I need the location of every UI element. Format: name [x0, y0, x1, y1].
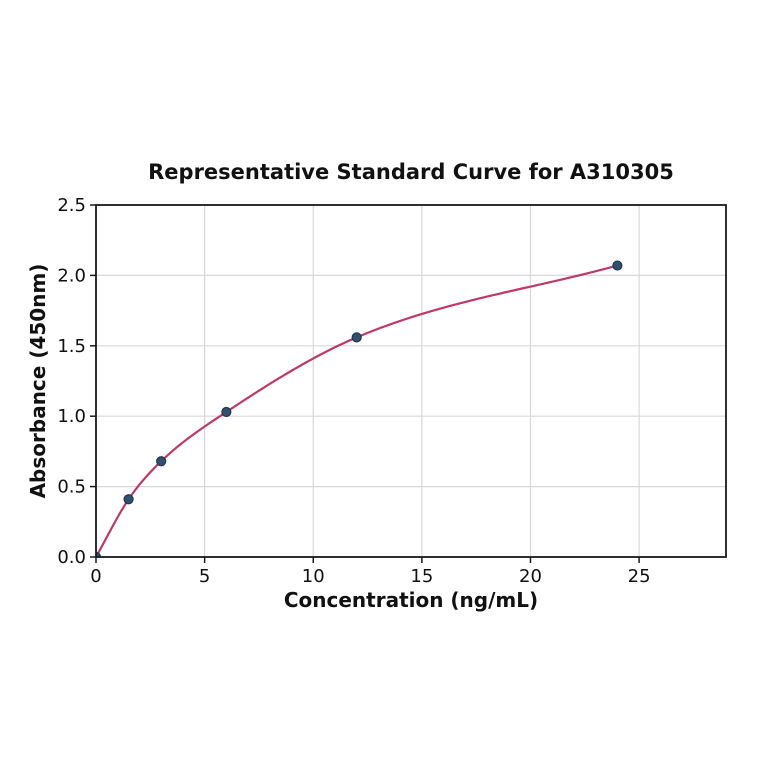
- axes-background: [96, 205, 726, 557]
- axes-frame: [95, 204, 727, 558]
- x-tick-label: 20: [519, 566, 542, 587]
- data-point-marker: [612, 260, 623, 271]
- x-tick-label: 15: [410, 566, 433, 587]
- fit-curve-line: [96, 264, 618, 557]
- data-point-marker: [123, 494, 134, 505]
- x-tick-label: 0: [90, 566, 101, 587]
- y-tick-label: 2.5: [57, 195, 86, 216]
- y-tick-label: 0.0: [57, 547, 86, 568]
- y-tick-label: 1.5: [57, 336, 86, 357]
- y-tick-label: 2.0: [57, 265, 86, 286]
- data-point-marker: [96, 551, 102, 557]
- data-point-marker: [221, 406, 232, 418]
- data-points-group: [96, 260, 623, 557]
- data-point-marker: [351, 332, 362, 343]
- data-point-marker: [156, 456, 167, 467]
- x-tick-label: 5: [199, 566, 210, 587]
- x-tick-label: 25: [628, 566, 651, 587]
- x-axis-label: Concentration (ng/mL): [283, 588, 539, 612]
- y-tick-label: 1.0: [57, 406, 86, 427]
- x-tick-label: 10: [302, 566, 325, 587]
- chart-title: Representative Standard Curve for A31030…: [148, 160, 674, 184]
- y-tick-label: 0.5: [57, 477, 86, 498]
